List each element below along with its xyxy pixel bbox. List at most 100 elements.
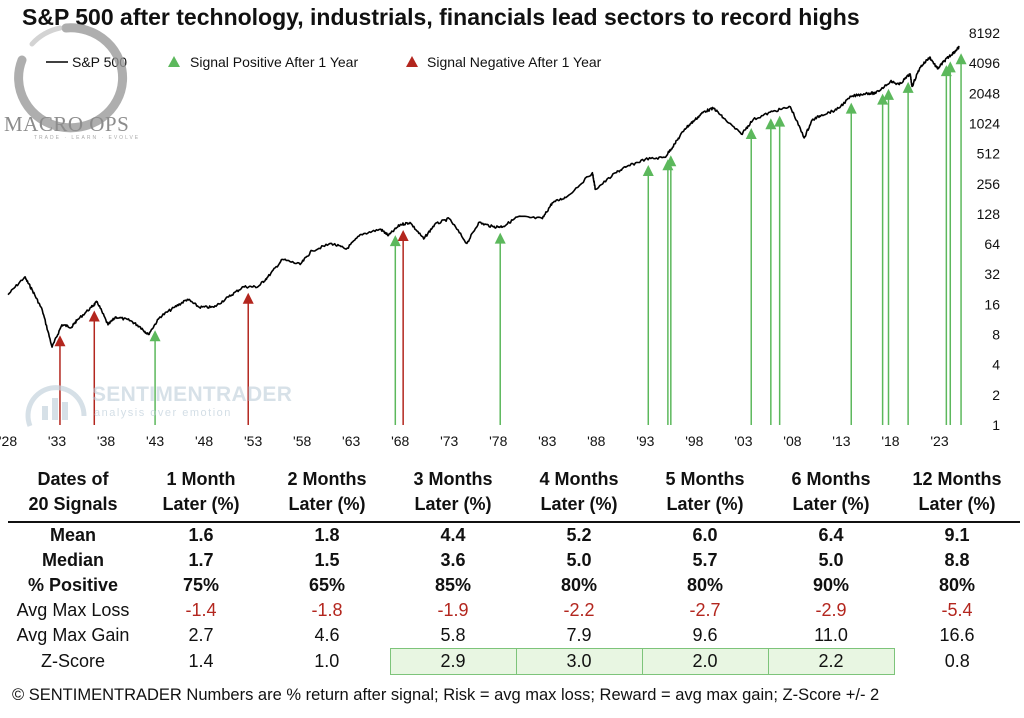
row-label: % Positive xyxy=(27,575,119,595)
header-cell: Later (%) xyxy=(390,492,516,523)
header-cell: 1 Month xyxy=(166,469,236,489)
macro-ops-tagline: TRADE · LEARN · EVOLVE xyxy=(34,135,141,141)
signal-positive-marker xyxy=(944,61,956,425)
y-tick-label: 1024 xyxy=(969,115,1000,131)
legend-positive-triangle xyxy=(168,56,180,67)
table-cell: 5.0 xyxy=(566,550,592,570)
y-tick-label: 32 xyxy=(984,266,1000,282)
table-cell: 2.7 xyxy=(188,625,214,646)
y-tick-label: 4 xyxy=(992,357,1000,373)
table-cell: -2.7 xyxy=(689,600,721,620)
header-cell: Later (%) xyxy=(768,492,894,523)
x-tick-label: '33 xyxy=(48,433,66,449)
table-cell-highlighted: 3.0 xyxy=(515,648,643,675)
chart-title: S&P 500 after technology, industrials, f… xyxy=(22,4,860,30)
table-cell: 4.4 xyxy=(440,525,466,545)
x-tick-label: '83 xyxy=(538,433,556,449)
table-row-median: Median 1.7 1.5 3.6 5.0 5.7 5.0 8.8 xyxy=(8,548,1020,573)
x-tick-label: '43 xyxy=(146,433,164,449)
sentimentrader-logo-icon xyxy=(25,385,87,427)
table-cell: 3.6 xyxy=(440,550,466,570)
macro-ops-logo-icon xyxy=(14,23,128,133)
signal-positive-marker xyxy=(389,235,401,425)
signal-positive-marker xyxy=(149,330,161,425)
signal-positive-marker xyxy=(877,93,889,425)
header-cell: 3 Months xyxy=(413,469,493,489)
y-axis-ticks: 1 2 4 8 16 32 64 128 256 512 1024 2048 4096 8192 xyxy=(969,25,1000,433)
header-cell: 20 Signals xyxy=(8,492,138,523)
y-tick-label: 16 xyxy=(984,296,1000,312)
table-cell: 80% xyxy=(686,575,724,595)
signal-triangle xyxy=(774,115,786,127)
signal-positive-marker xyxy=(845,102,857,425)
y-tick-label: 8 xyxy=(992,327,1000,343)
header-cell: 5 Months xyxy=(665,469,745,489)
table-header-row-1: Dates of 1 Month 2 Months 3 Months 4 Mon… xyxy=(8,467,1020,492)
signal-negative-marker xyxy=(88,310,100,425)
signal-positive-marker xyxy=(662,159,674,425)
table-cell: 9.6 xyxy=(692,625,718,645)
header-cell: 6 Months xyxy=(791,469,871,489)
signal-triangle xyxy=(242,292,254,304)
y-tick-label: 1 xyxy=(992,417,1000,433)
macro-ops-watermark: MACRO OPS xyxy=(4,112,130,136)
header-cell: Later (%) xyxy=(138,492,264,523)
signal-triangle xyxy=(765,118,777,130)
signal-positive-marker xyxy=(745,128,757,425)
table-cell: 5.8 xyxy=(440,625,466,645)
x-tick-label: '93 xyxy=(636,433,654,449)
table-cell: 9.1 xyxy=(944,525,970,545)
signal-positive-marker xyxy=(774,115,786,425)
y-tick-label: 2 xyxy=(992,387,1000,403)
table-row-avg-max-gain: Avg Max Gain 2.7 4.6 5.8 7.9 9.6 11.0 16… xyxy=(8,623,1020,649)
table-cell: 75% xyxy=(182,575,220,595)
table-cell: 85% xyxy=(434,575,472,595)
y-tick-label: 4096 xyxy=(969,55,1000,71)
signal-negative-marker xyxy=(54,335,66,425)
signal-markers xyxy=(54,53,967,425)
table-cell: 65% xyxy=(308,575,346,595)
table-cell-highlighted: 2.9 xyxy=(389,648,517,675)
signal-triangle xyxy=(665,155,677,167)
table-cell-highlighted: 2.0 xyxy=(641,648,769,675)
table-cell: 8.8 xyxy=(944,550,970,570)
table-cell: -1.9 xyxy=(437,600,469,620)
y-tick-label: 512 xyxy=(977,146,1001,162)
x-tick-label: '48 xyxy=(195,433,213,449)
header-cell: Dates of xyxy=(37,469,109,489)
table-cell: 4.6 xyxy=(314,625,340,646)
row-label: Avg Max Gain xyxy=(16,625,130,646)
row-label: Mean xyxy=(49,525,96,545)
signal-positive-marker xyxy=(665,155,677,425)
sp500-series-line xyxy=(7,45,960,348)
y-tick-label: 8192 xyxy=(969,25,1000,41)
row-label: Avg Max Loss xyxy=(16,600,130,620)
chart-legend: S&P 500 Signal Positive After 1 Year Sig… xyxy=(46,54,602,70)
signal-positive-marker xyxy=(955,53,967,425)
table-row-pct-positive: % Positive 75% 65% 85% 80% 80% 90% 80% xyxy=(8,573,1020,598)
header-cell: Later (%) xyxy=(516,492,642,523)
signal-triangle xyxy=(883,88,895,100)
signal-positive-marker xyxy=(902,81,914,425)
table-cell: 1.0 xyxy=(314,651,340,671)
table-cell-highlighted: 2.2 xyxy=(767,648,895,675)
x-axis-ticks: '28 '33 '38 '43 '48 '53 '58 '63 '68 '73 '78 '83 '88 '… xyxy=(0,433,949,449)
table-cell: 5.2 xyxy=(566,525,592,545)
signal-positive-marker xyxy=(642,164,654,425)
signal-triangle xyxy=(944,61,956,73)
x-tick-label: '63 xyxy=(342,433,360,449)
table-cell: -1.8 xyxy=(311,600,343,620)
table-cell: 1.5 xyxy=(314,550,340,570)
signal-positive-marker xyxy=(883,88,895,425)
table-cell: 1.4 xyxy=(188,651,214,671)
legend-negative-label: Signal Negative After 1 Year xyxy=(427,54,602,70)
table-cell: 90% xyxy=(812,575,850,595)
y-tick-label: 128 xyxy=(977,206,1001,222)
table-cell: 1.6 xyxy=(188,525,214,545)
table-cell: 5.0 xyxy=(818,550,844,570)
table-cell: -2.2 xyxy=(563,600,595,620)
x-tick-label: '88 xyxy=(587,433,605,449)
table-row-z-score: Z-Score 1.4 1.0 2.9 3.0 2.0 2.2 0.8 xyxy=(8,648,1020,675)
signal-triangle xyxy=(149,330,161,342)
legend-negative-triangle xyxy=(406,56,418,67)
